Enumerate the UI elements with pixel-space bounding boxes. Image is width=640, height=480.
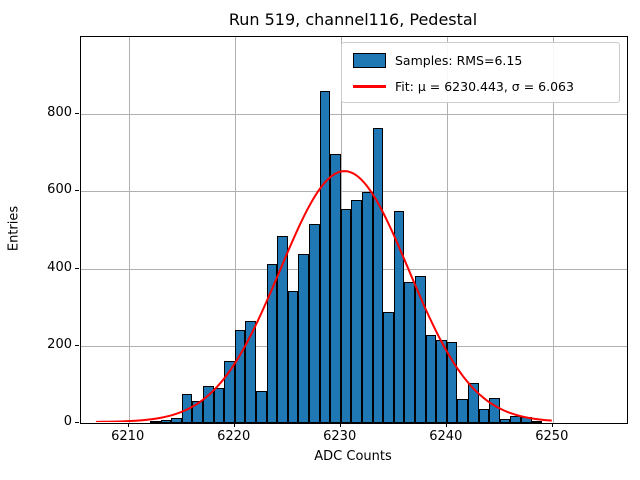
y-tick-mark (75, 344, 79, 346)
legend: Samples: RMS=6.15 Fit: μ = 6230.443, σ =… (341, 42, 620, 103)
histogram-bar (192, 401, 203, 423)
x-tick-label: 6250 (535, 429, 569, 444)
histogram-bar (361, 192, 373, 423)
gridline-x-6240 (446, 37, 448, 423)
legend-entry-samples: Samples: RMS=6.15 (353, 50, 522, 70)
histogram-bar (425, 334, 437, 423)
y-tick-mark (75, 113, 79, 115)
histogram-bar (234, 330, 246, 423)
x-tick-label: 6230 (323, 429, 357, 444)
histogram-bar (489, 397, 500, 423)
y-tick-label: 600 (47, 182, 72, 198)
legend-label-fit: Fit: μ = 6230.443, σ = 6.063 (395, 78, 574, 94)
y-tick-mark (75, 267, 79, 269)
y-axis-label: Entries (6, 205, 22, 252)
histogram-bar (340, 208, 352, 423)
x-tick-mark (445, 423, 447, 427)
histogram-bar (224, 361, 235, 423)
x-tick-mark (339, 423, 341, 427)
legend-entry-fit: Fit: μ = 6230.443, σ = 6.063 (353, 76, 574, 96)
gridline-y-600 (81, 191, 627, 193)
histogram-bar (266, 263, 278, 423)
fit-line-icon (353, 84, 386, 88)
y-tick-mark (75, 190, 79, 192)
gridline-x-6220 (234, 37, 236, 423)
histogram-bar (499, 419, 511, 423)
gridline-x-6210 (128, 37, 130, 423)
histogram-bar (181, 393, 193, 423)
x-tick-label: 6240 (429, 429, 463, 444)
histogram-bar (351, 199, 362, 423)
chart-title: Run 519, channel116, Pedestal (228, 10, 478, 29)
histogram-bar (446, 341, 458, 423)
histogram-bar (478, 409, 490, 423)
histogram-bar (287, 291, 299, 423)
x-tick-label: 6220 (217, 429, 251, 444)
histogram-bar (298, 253, 309, 423)
y-tick-label: 800 (47, 105, 72, 121)
legend-label-samples: Samples: RMS=6.15 (395, 52, 523, 68)
gaussian-fit-path (95, 170, 552, 422)
gridline-x-6250 (552, 37, 554, 423)
histogram-bar (330, 153, 341, 423)
y-tick-mark (75, 422, 79, 423)
histogram-bar (457, 399, 468, 423)
histogram-bar (319, 91, 331, 423)
histogram-bar (308, 224, 320, 423)
histogram-bar (245, 320, 256, 423)
histogram-bar (255, 390, 267, 423)
histogram-bar (404, 282, 415, 423)
y-tick-label: 0 (63, 414, 72, 429)
histogram-bar (372, 127, 384, 423)
histogram-bar (149, 421, 161, 424)
histogram-bar (213, 388, 225, 423)
y-tick-label: 400 (47, 259, 72, 275)
x-tick-mark (551, 423, 553, 427)
histogram-bar (171, 417, 182, 423)
histogram-bar (510, 415, 521, 423)
histogram-bar (414, 276, 426, 423)
histogram-bar (467, 383, 479, 423)
histogram-bar (202, 385, 214, 423)
histogram-bar (160, 419, 172, 423)
histogram-bar (383, 311, 394, 423)
histogram-bar (531, 421, 543, 424)
x-tick-mark (233, 423, 235, 427)
samples-patch-icon (353, 52, 386, 68)
gridline-y-800 (81, 114, 627, 116)
x-axis-label: ADC Counts (314, 449, 392, 464)
y-tick-label: 200 (47, 336, 72, 352)
histogram-bar (393, 210, 405, 423)
x-tick-mark (127, 423, 129, 427)
x-tick-label: 6210 (111, 429, 145, 444)
histogram-bar (277, 235, 288, 423)
fit-curve (95, 170, 552, 422)
